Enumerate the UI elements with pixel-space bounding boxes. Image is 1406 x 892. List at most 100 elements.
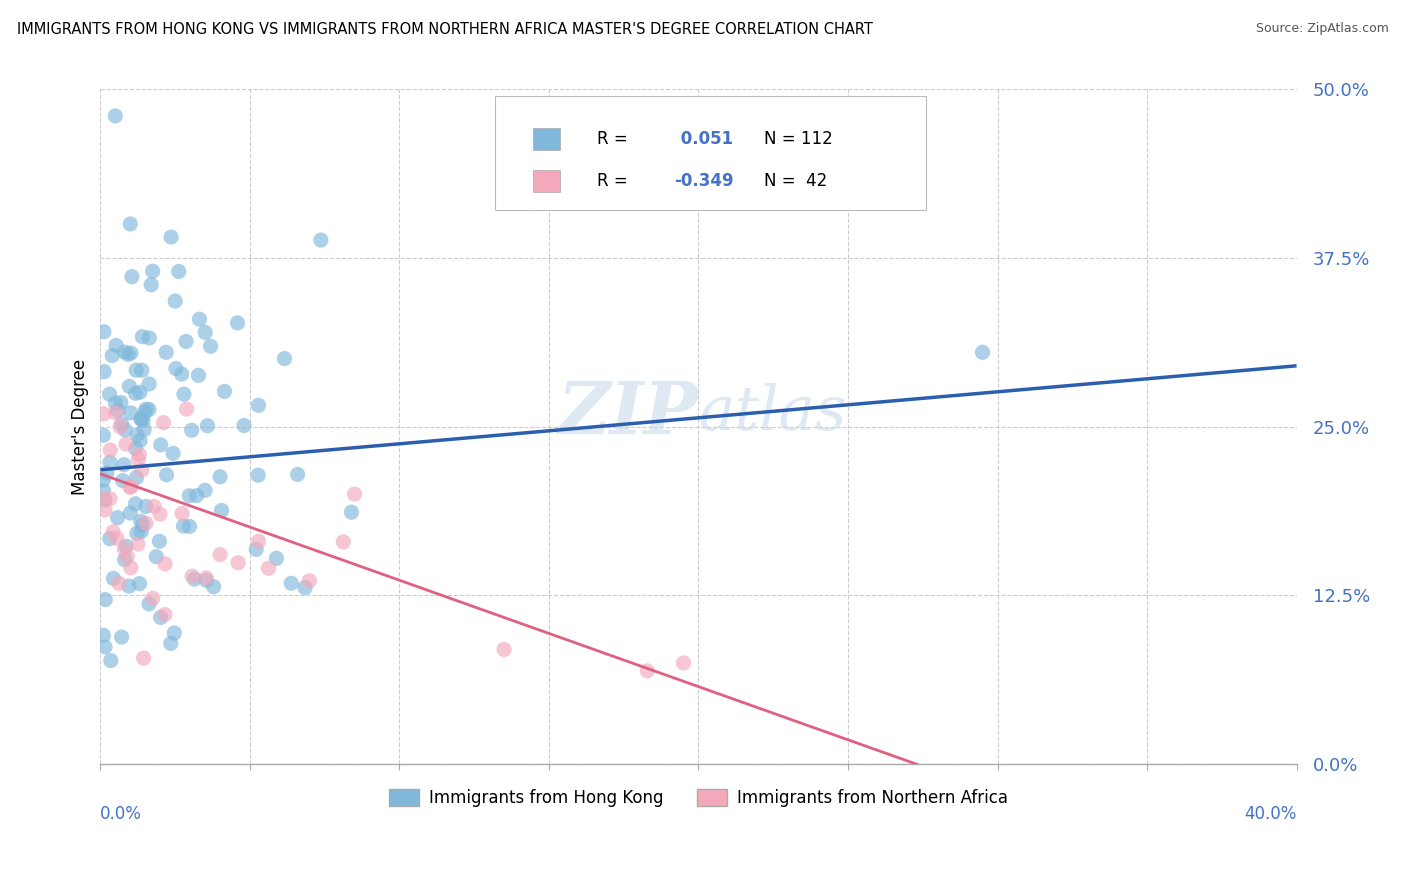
Point [114,423,136,437]
Point [125,363,148,377]
Point [167,264,190,278]
Point [141,277,163,292]
Point [125,526,148,541]
Point [202,580,225,594]
Point [120,406,142,420]
Point [132,518,155,533]
Text: ZIP: ZIP [558,377,699,449]
Point [155,467,177,482]
Point [115,437,138,451]
Point [131,463,153,477]
Point [176,402,198,417]
Point [129,412,152,426]
Point [165,361,187,376]
Point [174,334,197,349]
Point [101,349,124,363]
Point [93,473,115,487]
Point [135,402,157,417]
Point [129,524,152,539]
Point [138,331,160,345]
Point [672,656,695,670]
Point [170,367,193,381]
Point [94,493,117,508]
Point [98,387,121,401]
Text: Source: ZipAtlas.com: Source: ZipAtlas.com [1256,22,1389,36]
Y-axis label: Master's Degree: Master's Degree [72,359,89,495]
Point [636,664,658,678]
FancyBboxPatch shape [533,170,560,192]
Point [120,217,142,231]
Point [129,514,152,528]
Point [100,654,122,668]
Point [107,403,129,417]
Point [298,574,321,588]
Point [134,405,156,419]
Point [98,491,121,506]
Point [98,442,121,457]
Text: 40.0%: 40.0% [1244,805,1296,822]
Point [142,264,165,278]
Point [132,413,155,427]
Point [149,438,172,452]
Point [111,417,134,431]
Point [98,455,121,469]
Point [114,345,136,359]
Text: IMMIGRANTS FROM HONG KONG VS IMMIGRANTS FROM NORTHERN AFRICA MASTER'S DEGREE COR: IMMIGRANTS FROM HONG KONG VS IMMIGRANTS … [17,22,873,37]
Point [114,552,136,566]
Point [194,326,217,340]
Point [170,507,193,521]
Point [172,519,194,533]
Point [153,607,176,622]
Point [138,376,160,391]
Point [103,571,125,585]
Point [108,576,131,591]
Point [149,507,172,521]
Point [179,489,201,503]
Point [105,338,128,352]
Point [186,489,208,503]
Point [120,346,142,360]
Point [245,542,267,557]
Text: R =: R = [596,130,627,148]
Point [247,398,270,412]
Point [181,569,204,583]
Text: -0.349: -0.349 [675,172,734,190]
Point [105,531,128,545]
Point [129,412,152,426]
Point [134,423,156,437]
Point [173,387,195,401]
Point [93,365,115,379]
Point [112,542,135,557]
Text: atlas: atlas [699,383,846,443]
Point [280,576,302,591]
Point [108,419,131,434]
Point [148,534,170,549]
Point [121,269,143,284]
Point [294,581,316,595]
Point [152,416,174,430]
Text: N =  42: N = 42 [765,172,828,190]
Point [179,519,201,533]
Point [162,446,184,460]
Point [187,368,209,383]
Point [104,406,127,420]
Point [214,384,236,399]
Point [160,230,183,244]
Point [197,418,219,433]
Text: 0.0%: 0.0% [100,805,142,822]
Point [128,576,150,591]
Point [94,592,117,607]
Point [120,480,142,494]
Point [159,636,181,650]
Point [972,345,994,359]
Point [135,500,157,514]
Point [125,470,148,484]
Point [94,640,117,654]
Legend: Immigrants from Hong Kong, Immigrants from Northern Africa: Immigrants from Hong Kong, Immigrants fr… [382,782,1015,814]
Point [101,524,124,539]
Point [93,325,115,339]
Point [226,556,249,570]
Point [138,597,160,611]
Point [138,402,160,417]
Point [129,385,152,400]
